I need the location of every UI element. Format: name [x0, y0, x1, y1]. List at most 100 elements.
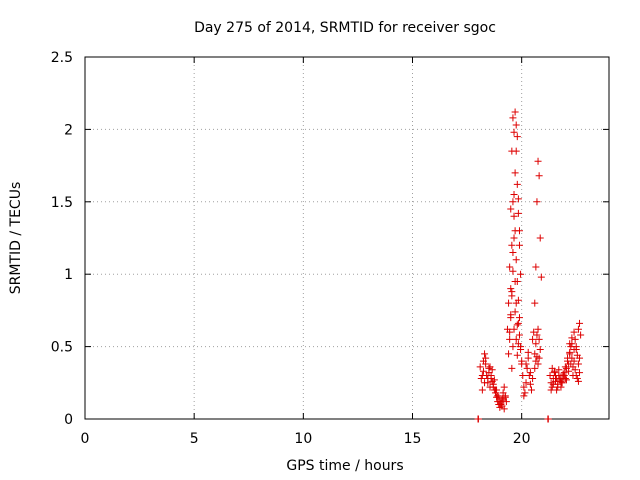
data-point: [570, 328, 578, 336]
data-point: [533, 331, 541, 339]
data-point: [577, 331, 585, 339]
data-point: [510, 191, 518, 199]
data-point: [481, 350, 489, 358]
data-point: [536, 345, 544, 353]
data-point: [514, 319, 522, 327]
data-point: [555, 366, 563, 374]
data-point: [474, 415, 482, 423]
data-point: [572, 345, 580, 353]
data-point: [561, 363, 569, 371]
data-point: [576, 369, 584, 377]
data-point: [513, 351, 521, 359]
data-point: [490, 376, 498, 384]
data-point: [552, 372, 560, 380]
data-point: [515, 314, 523, 322]
data-point: [544, 415, 552, 423]
data-point: [507, 205, 515, 213]
data-point: [532, 340, 540, 348]
data-point: [484, 374, 492, 382]
data-point: [509, 343, 517, 351]
data-point: [479, 367, 487, 375]
x-axis-label: GPS time / hours: [286, 458, 403, 474]
data-point: [512, 256, 520, 264]
data-point: [573, 374, 581, 382]
data-point: [523, 364, 531, 372]
y-tick-label: 0: [64, 412, 73, 428]
data-point: [535, 172, 543, 180]
data-point: [502, 398, 510, 406]
data-point: [568, 334, 576, 342]
data-point: [506, 335, 514, 343]
data-point: [486, 383, 494, 391]
data-point: [565, 367, 573, 375]
y-tick-label: 1: [64, 267, 73, 283]
data-point: [559, 370, 567, 378]
data-point: [534, 157, 542, 165]
y-tick-label: 2.5: [51, 50, 73, 66]
y-axis-label: SRMTID / TECUs: [8, 182, 24, 295]
y-axis-tick-labels: 0 0.5 1 1.5 2 2.5: [51, 50, 73, 428]
data-point: [571, 335, 579, 343]
x-axis-tick-labels: 0 5 10 15 20: [81, 431, 531, 447]
data-point: [481, 379, 489, 387]
data-point: [526, 380, 534, 388]
data-point: [547, 386, 555, 394]
data-point: [508, 364, 516, 372]
data-point: [534, 325, 542, 333]
y-tick-label: 2: [64, 122, 73, 138]
y-tick-label: 0.5: [51, 340, 73, 356]
data-point: [488, 366, 496, 374]
data-point: [557, 377, 565, 385]
data-point: [512, 335, 520, 343]
data-point: [533, 198, 541, 206]
data-point: [507, 311, 515, 319]
data-point: [509, 267, 517, 275]
data-point: [564, 354, 572, 362]
data-point: [574, 325, 582, 333]
data-point: [576, 319, 584, 327]
data-point: [519, 372, 527, 380]
data-point: [511, 169, 519, 177]
data-point: [505, 350, 513, 358]
data-point: [506, 263, 514, 271]
x-tick-label: 5: [190, 431, 199, 447]
data-point: [525, 372, 533, 380]
data-point: [483, 372, 491, 380]
data-point: [517, 270, 525, 278]
data-point: [553, 374, 561, 382]
data-points: [474, 108, 585, 423]
plot-frame: [84, 56, 610, 420]
data-point: [506, 328, 514, 336]
data-point: [572, 372, 580, 380]
data-point: [536, 234, 544, 242]
data-point: [574, 360, 582, 368]
data-point: [531, 364, 539, 372]
data-point: [535, 354, 543, 362]
data-point: [513, 133, 521, 141]
data-point: [571, 366, 579, 374]
data-point: [534, 360, 542, 368]
data-point: [513, 180, 521, 188]
data-point: [526, 369, 534, 377]
data-point: [510, 325, 518, 333]
data-point: [520, 392, 528, 400]
data-point: [512, 299, 520, 307]
data-point: [548, 364, 556, 372]
axis-ticks: [84, 56, 609, 420]
data-point: [514, 195, 522, 203]
data-point: [520, 383, 528, 391]
data-point: [532, 263, 540, 271]
data-point: [512, 121, 520, 129]
data-point: [496, 398, 504, 406]
data-point: [511, 308, 519, 316]
data-point: [554, 383, 562, 391]
data-point: [477, 374, 485, 382]
data-point: [511, 108, 519, 116]
data-point: [527, 386, 535, 394]
data-point: [499, 396, 507, 404]
data-point: [529, 335, 537, 343]
data-point: [501, 392, 509, 400]
data-point: [476, 363, 484, 371]
data-point: [517, 345, 525, 353]
